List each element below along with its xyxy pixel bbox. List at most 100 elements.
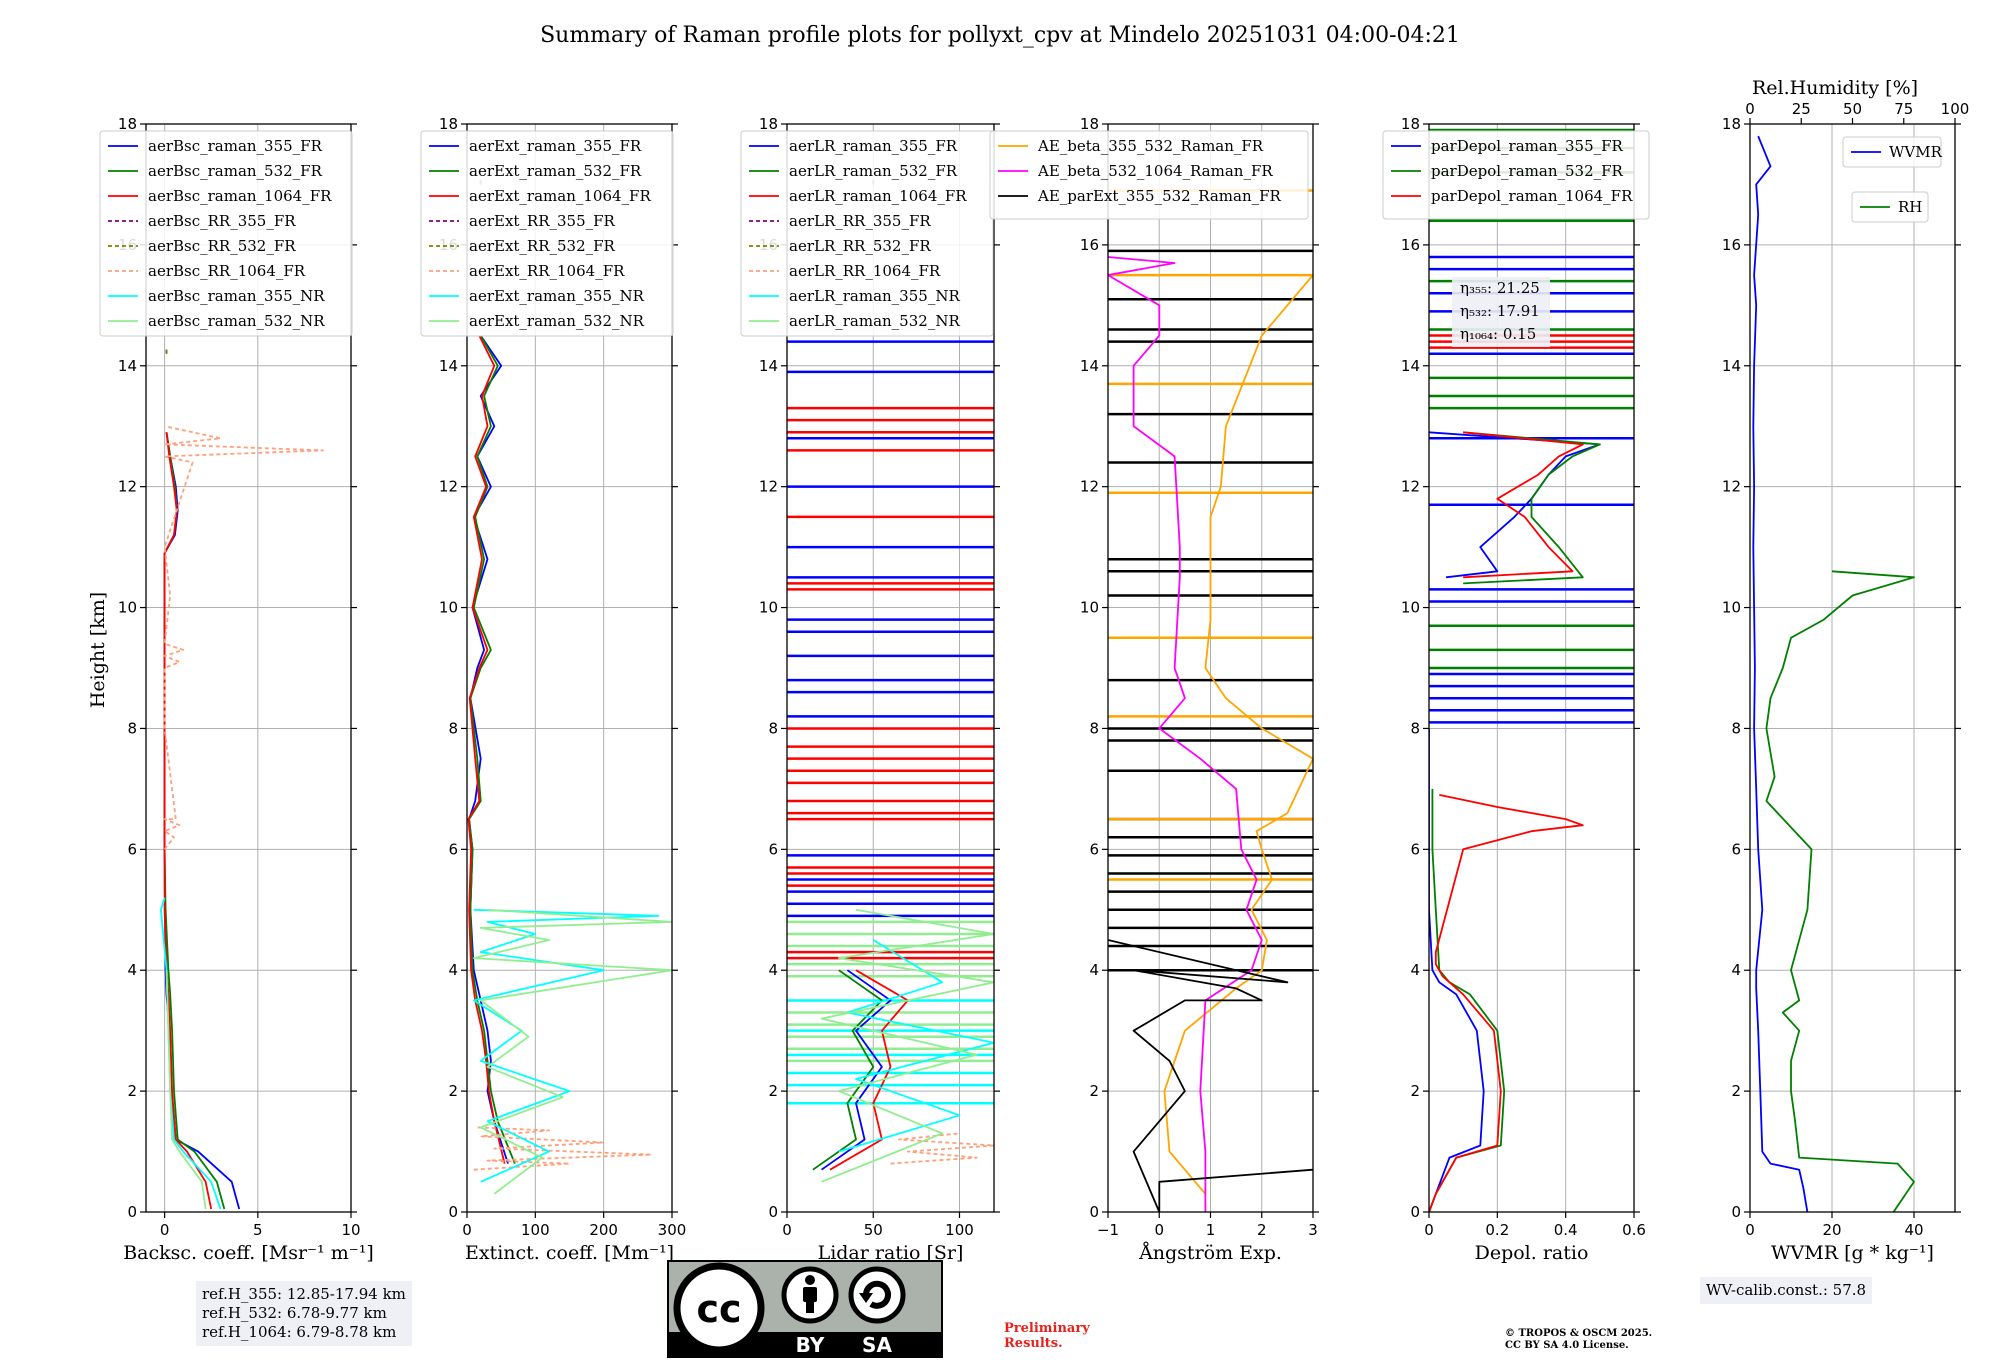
depol-eta-0: η₃₅₅: 21.25 xyxy=(1460,279,1540,297)
series-line-depol_cirrus_1064 xyxy=(1463,431,1584,579)
y-tick-label: 4 xyxy=(1731,961,1741,979)
x-tick-label: 50 xyxy=(864,1221,883,1239)
legend-label: aerBsc_RR_355_FR xyxy=(148,212,296,230)
y-tick-label: 8 xyxy=(1410,719,1420,737)
y-tick-label: 18 xyxy=(439,115,458,133)
y-tick-label: 6 xyxy=(1731,840,1741,858)
legend-label: aerExt_raman_532_NR xyxy=(469,312,645,330)
legend-frame xyxy=(420,130,674,337)
series-line-aerBsc_raman_355_FR xyxy=(163,432,241,1210)
legend-label: aerLR_raman_1064_FR xyxy=(789,187,967,205)
series-line-depol_cirrus_532 xyxy=(1463,431,1601,585)
reference-heights-box: ref.H_355: 12.85-17.94 km ref.H_532: 6.7… xyxy=(196,1281,412,1346)
legend-label: aerBsc_RR_532_FR xyxy=(148,237,296,255)
legend-box: AE_beta_355_532_Raman_FR AE_beta_532_1064… xyxy=(989,130,1309,220)
figure-title: Summary of Raman profile plots for polly… xyxy=(540,23,1460,48)
legend-label: aerBsc_raman_532_NR xyxy=(148,312,325,330)
plot-frame xyxy=(786,123,995,1213)
series-line-aerLR_raman_532_FR xyxy=(812,969,883,1171)
y-tick-label: 2 xyxy=(768,1082,778,1100)
y-tick-label: 12 xyxy=(1722,478,1741,496)
legend-frame xyxy=(1842,136,1942,168)
y-tick-label: 8 xyxy=(768,719,778,737)
x-tick-label: 2 xyxy=(1257,1221,1267,1239)
y-tick-label: 4 xyxy=(448,961,458,979)
y-tick-label: 12 xyxy=(439,478,458,496)
y-tick-label: 2 xyxy=(1089,1082,1099,1100)
depol-eta-2: η₁₀₆₄: 0.15 xyxy=(1460,325,1536,343)
ref-height-532: ref.H_532: 6.78-9.77 km xyxy=(202,1304,387,1322)
y-tick-label: 14 xyxy=(759,357,778,375)
legend-label: aerLR_RR_355_FR xyxy=(789,212,931,230)
x-tick-label: 0 xyxy=(1154,1221,1164,1239)
x-axis-label: Ångström Exp. xyxy=(1138,1242,1282,1264)
series-line-AE_parExt_355_532_Raman_FR xyxy=(1108,939,1313,1212)
legend-frame xyxy=(740,130,994,337)
legend-label: aerExt_RR_532_FR xyxy=(469,237,616,255)
y-tick-label: 0 xyxy=(448,1203,458,1221)
series-line-WVMR xyxy=(1752,135,1809,1212)
legend-label: aerBsc_raman_1064_FR xyxy=(148,187,332,205)
y-tick-label: 4 xyxy=(768,961,778,979)
y-tick-label: 14 xyxy=(118,357,137,375)
legend-label: aerExt_raman_355_FR xyxy=(469,137,642,155)
y-tick-label: 12 xyxy=(118,478,137,496)
x-axis-label: Lidar ratio [Sr] xyxy=(818,1242,964,1264)
x-tick-label: 0 xyxy=(782,1221,792,1239)
legend-label: aerExt_RR_1064_FR xyxy=(469,262,625,280)
cc-by-sa-logo: cc BY SA xyxy=(667,1260,943,1358)
y-tick-label: 8 xyxy=(1089,719,1099,737)
y-tick-label: 6 xyxy=(768,840,778,858)
x-tick-label: 0 xyxy=(1745,1221,1755,1239)
panel-lidar_ratio: 024681012141618050100Lidar ratio [Sr]aer… xyxy=(740,115,1000,1264)
series-line-aerExt_raman_532_NR xyxy=(472,908,672,1195)
legend-label: AE_beta_532_1064_Raman_FR xyxy=(1037,162,1273,180)
series-line-aerExt_raman_532_FR xyxy=(468,335,516,1164)
x-tick-label: 300 xyxy=(658,1221,687,1239)
y-tick-label: 14 xyxy=(1080,357,1099,375)
legend-label: aerBsc_RR_1064_FR xyxy=(148,262,306,280)
legend-label: AE_parExt_355_532_Raman_FR xyxy=(1037,187,1282,205)
x-tick-label: 0 xyxy=(160,1221,170,1239)
y-tick-label: 10 xyxy=(759,599,778,617)
rh-tick-label: 75 xyxy=(1894,100,1913,118)
y-tick-label: 12 xyxy=(759,478,778,496)
series-line-aerLR_RR_1064_FR xyxy=(890,1132,994,1165)
cc-by-label: BY xyxy=(796,1333,825,1357)
rh-tick-label: 0 xyxy=(1745,100,1755,118)
y-tick-label: 10 xyxy=(439,599,458,617)
series-line-parDepol_raman_532_FR xyxy=(1429,788,1506,1212)
x-tick-label: −1 xyxy=(1097,1221,1119,1239)
legend-label: aerExt_RR_355_FR xyxy=(469,212,616,230)
series-line-parDepol_raman_1064_FR xyxy=(1429,794,1584,1212)
y-tick-label: 2 xyxy=(448,1082,458,1100)
y-tick-label: 12 xyxy=(1080,478,1099,496)
y-tick-label: 18 xyxy=(118,115,137,133)
y-tick-label: 16 xyxy=(1401,236,1420,254)
cc-sa-label: SA xyxy=(862,1333,892,1357)
y-tick-label: 8 xyxy=(127,719,137,737)
y-axis-label: Height [km] xyxy=(87,592,109,708)
y-tick-label: 6 xyxy=(448,840,458,858)
plot-frame xyxy=(1428,123,1635,1213)
legend-box: parDepol_raman_355_FR parDepol_raman_532_… xyxy=(1382,130,1650,220)
x-tick-label: 0.2 xyxy=(1485,1221,1509,1239)
legend-label: aerLR_raman_532_FR xyxy=(789,162,958,180)
series-line-aerBsc_RR_1064_FR xyxy=(163,425,324,850)
plot-frame xyxy=(466,123,673,1213)
cc-icon: cc xyxy=(696,1287,741,1331)
y-tick-label: 10 xyxy=(118,599,137,617)
y-tick-label: 4 xyxy=(1410,961,1420,979)
y-tick-label: 10 xyxy=(1080,599,1099,617)
y-tick-label: 0 xyxy=(1089,1203,1099,1221)
y-tick-label: 10 xyxy=(1401,599,1420,617)
y-tick-label: 6 xyxy=(1089,840,1099,858)
y-tick-label: 2 xyxy=(1731,1082,1741,1100)
y-tick-label: 14 xyxy=(1722,357,1741,375)
legend-label: aerBsc_raman_532_FR xyxy=(148,162,323,180)
share-alike-icon xyxy=(859,1280,891,1309)
y-tick-label: 0 xyxy=(127,1203,137,1221)
y-tick-label: 0 xyxy=(1410,1203,1420,1221)
